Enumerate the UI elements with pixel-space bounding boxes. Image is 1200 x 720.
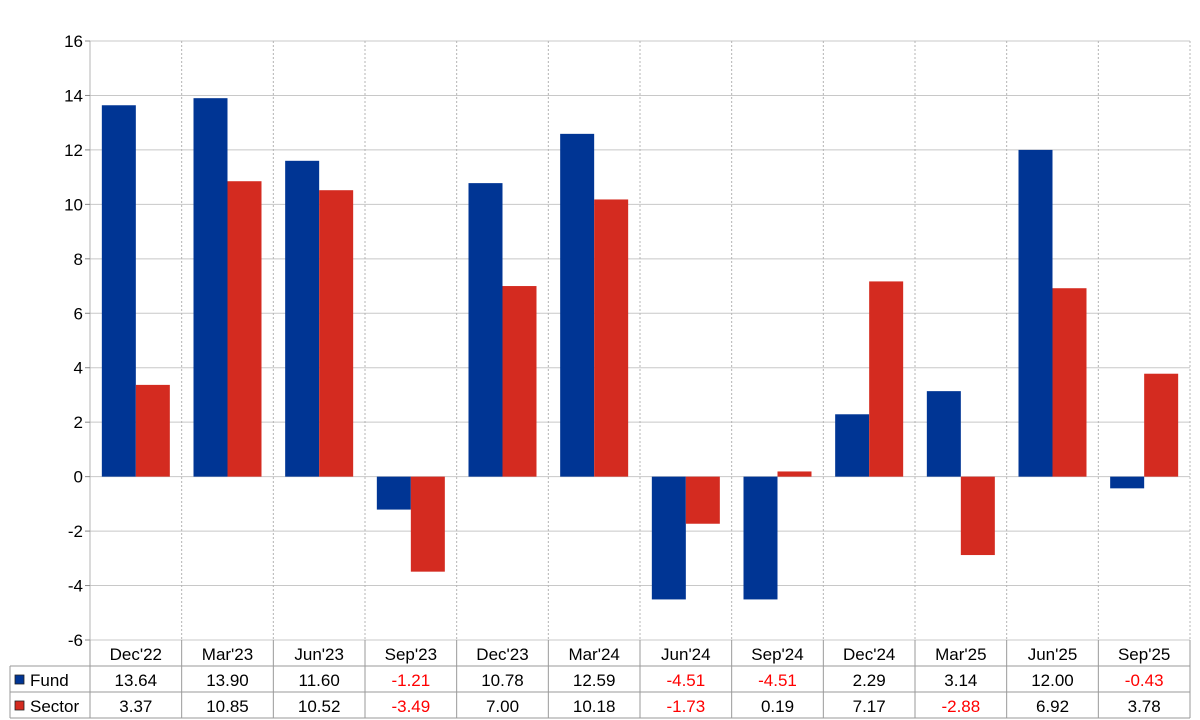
legend-label: Fund (30, 671, 69, 690)
table-cell-value: 10.78 (481, 671, 524, 690)
table-cell-value: -2.88 (941, 697, 980, 716)
x-tick-label: Dec'23 (476, 645, 528, 664)
table-cell-value: -4.51 (666, 671, 705, 690)
table-cell-value: 13.90 (206, 671, 249, 690)
bar-sector (227, 181, 262, 477)
table-cell-value: 2.29 (853, 671, 886, 690)
x-tick-label: Sep'23 (385, 645, 437, 664)
table-cell-value: 10.18 (573, 697, 616, 716)
table-cell-value: 3.78 (1128, 697, 1161, 716)
bar-fund (743, 476, 778, 600)
table-cell-value: 13.64 (115, 671, 158, 690)
y-tick-label: 4 (74, 359, 83, 378)
bar-sector (319, 190, 354, 477)
bars (101, 98, 1179, 600)
x-tick-label: Jun'24 (661, 645, 711, 664)
bar-fund (1018, 149, 1053, 477)
bar-sector (135, 384, 170, 477)
bar-fund (101, 105, 136, 477)
x-tick-label: Dec'24 (843, 645, 895, 664)
table-cell-value: 10.85 (206, 697, 249, 716)
legend-swatch-fund (14, 674, 25, 685)
table-cell-value: 12.00 (1031, 671, 1074, 690)
data-table: Dec'22 Mar'23 Jun'23 Sep'23 Dec'23 Mar'24 Jun'… (9, 640, 1191, 719)
x-tick-label: Sep'24 (751, 645, 803, 664)
x-tick-label: Dec'22 (110, 645, 162, 664)
bar-sector (777, 471, 812, 477)
x-tick-label: Jun'25 (1028, 645, 1078, 664)
bar-sector (1052, 288, 1087, 477)
bar-sector (960, 476, 995, 556)
x-tick-label: Mar'25 (935, 645, 986, 664)
bar-fund (651, 476, 686, 600)
table-cell-value: 11.60 (299, 671, 340, 690)
y-tick-label: 2 (74, 413, 83, 432)
table-cell-value: -3.49 (391, 697, 430, 716)
x-tick-label: Mar'24 (568, 645, 619, 664)
bar-fund (926, 391, 961, 477)
y-axis: -6 -4 -2 0 2 4 6 8 10 12 14 16 (64, 32, 90, 650)
bar-fund (193, 98, 228, 477)
gridlines (89, 40, 1191, 641)
y-tick-label: -2 (68, 522, 83, 541)
bar-sector (1144, 373, 1179, 477)
y-tick-label: 8 (74, 250, 83, 269)
bar-fund (376, 476, 411, 510)
y-tick-label: 10 (64, 195, 83, 214)
y-tick-label: 16 (64, 32, 83, 51)
bar-sector (502, 286, 537, 477)
table-cell-value: 6.92 (1036, 697, 1069, 716)
bar-sector (410, 476, 445, 572)
legend-label: Sector (30, 697, 79, 716)
bar-sector (685, 476, 720, 524)
bar-fund (468, 183, 503, 477)
x-tick-label: Mar'23 (202, 645, 253, 664)
table-cell-value: -1.73 (666, 697, 705, 716)
table-cell-value: 3.37 (119, 697, 152, 716)
bar-sector (594, 199, 629, 477)
table-cell-value: -1.21 (391, 671, 430, 690)
x-tick-label: Sep'25 (1118, 645, 1170, 664)
y-tick-label: 6 (74, 304, 83, 323)
y-tick-label: 12 (64, 141, 83, 160)
table-cell-value: 3.14 (944, 671, 977, 690)
table-cell-value: 12.59 (573, 671, 616, 690)
table-cell-value: 7.17 (853, 697, 886, 716)
table-cell-value: -0.43 (1125, 671, 1164, 690)
bar-fund (835, 414, 870, 477)
y-tick-label: -6 (68, 631, 83, 650)
table-cell-value: 7.00 (486, 697, 519, 716)
bar-fund (560, 133, 595, 477)
bar-fund (1110, 476, 1145, 489)
table-cell-value: -4.51 (758, 671, 797, 690)
bar-sector (869, 281, 904, 477)
y-tick-label: -4 (68, 577, 83, 596)
y-tick-label: 14 (64, 86, 83, 105)
legend-swatch-sector (14, 700, 25, 711)
table-cell-value: 0.19 (761, 697, 794, 716)
y-tick-label: 0 (74, 468, 83, 487)
x-tick-label: Jun'23 (294, 645, 344, 664)
table-cell-value: 10.52 (298, 697, 341, 716)
bar-fund (285, 160, 320, 477)
